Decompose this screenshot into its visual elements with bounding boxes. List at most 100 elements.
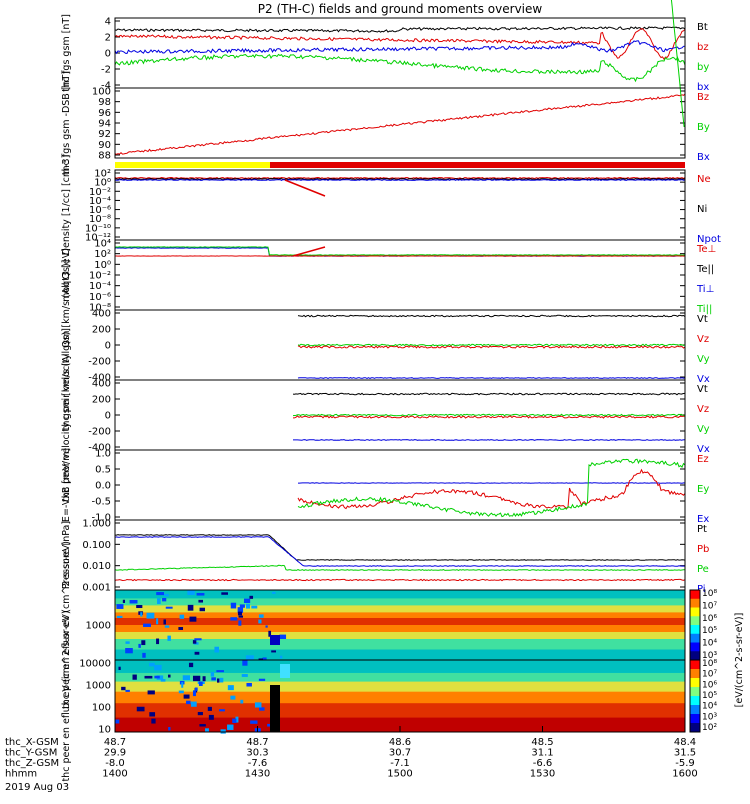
colorbar-tick: 10⁴ xyxy=(702,639,717,649)
heatmap-cell xyxy=(270,685,280,732)
xtick-label: 48.7 xyxy=(246,737,268,748)
heatmap-cell xyxy=(147,613,155,619)
heatmap-cell xyxy=(145,676,153,679)
colorbar-segment xyxy=(690,625,700,634)
legend-Te||: Te|| xyxy=(696,264,714,275)
ytick: 100 xyxy=(92,87,111,98)
series-line xyxy=(293,416,685,418)
heatmap-cell xyxy=(203,676,206,681)
heatmap-cell xyxy=(168,675,171,678)
heatmap-cell xyxy=(271,650,276,652)
heatmap-cell xyxy=(208,707,212,711)
legend-Ez: Ez xyxy=(697,454,709,465)
heatmap-cell xyxy=(136,605,142,608)
heatmap-cell xyxy=(259,614,264,617)
series-line xyxy=(298,315,685,316)
ytick: 1.000 xyxy=(82,519,111,530)
series-line xyxy=(298,346,685,348)
heatmap-cell xyxy=(265,625,267,627)
series-line xyxy=(285,180,325,196)
ylabel-efield: E=-VxB [mV/m] xyxy=(61,448,72,522)
ytick: 90 xyxy=(98,140,111,151)
heatmap-cell xyxy=(193,690,196,696)
colorbar-tick: 10⁴ xyxy=(702,702,717,712)
ytick: 1.0 xyxy=(95,449,111,460)
colorbar-tick: 10⁸ xyxy=(702,659,717,669)
xtick-label: 31.5 xyxy=(674,748,696,759)
legend-Vz: Vz xyxy=(697,404,709,415)
series-line xyxy=(298,459,685,516)
colorbar-segment xyxy=(690,608,700,617)
ytick: 10⁻⁴ xyxy=(89,281,111,292)
xaxis-row-label: thc_Z-GSM xyxy=(5,758,59,769)
xaxis-row-label: hhmm xyxy=(5,769,37,780)
heatmap-cell xyxy=(197,593,205,596)
ytick: -0.5 xyxy=(91,497,111,508)
heatmap-cell xyxy=(231,603,236,609)
heatmap-cell xyxy=(249,596,253,599)
legend-Pb: Pb xyxy=(697,544,709,555)
date-label: 2019 Aug 03 xyxy=(5,782,69,793)
heatmap-cell xyxy=(198,600,203,603)
heatmap-cell xyxy=(154,665,162,670)
series-line xyxy=(298,378,685,379)
heatmap-cell xyxy=(211,677,216,680)
status-bar xyxy=(115,162,270,168)
ytick: 0 xyxy=(105,341,111,352)
colorbar-segment xyxy=(690,634,700,643)
panel-pressure: Pressure [nPa]1.0000.1000.0100.001PtPbPe… xyxy=(61,519,709,596)
colorbar-segment xyxy=(690,696,700,706)
heatmap-cell xyxy=(209,715,214,720)
series-line xyxy=(645,0,684,127)
heatmap-cell xyxy=(220,678,224,683)
heatmap-cell xyxy=(181,682,183,688)
heatmap-cell xyxy=(130,600,138,604)
ytick: 100 xyxy=(92,703,111,714)
colorbar-segment xyxy=(690,599,700,608)
colorbar-label: [eV/(cm^2-s-sr-eV)] xyxy=(734,613,745,708)
heatmap-cell xyxy=(151,719,155,724)
xtick-label: 48.5 xyxy=(531,737,553,748)
heatmap-cell xyxy=(211,672,214,677)
heatmap-cell xyxy=(138,644,140,648)
series-line xyxy=(293,440,685,441)
legend-Ey: Ey xyxy=(697,484,709,495)
ytick: -200 xyxy=(88,357,111,368)
heatmap-cell xyxy=(219,709,225,711)
ytick: 0.001 xyxy=(82,583,111,594)
ytick: 0.5 xyxy=(95,465,111,476)
colorbar-tick: 10⁶ xyxy=(702,680,717,690)
heatmap-cell xyxy=(149,712,155,716)
xtick-label: 29.9 xyxy=(104,748,126,759)
panel-temperature: moqt3 [eV]10⁴10²10⁰10⁻²10⁻⁴10⁻⁶10⁻⁸Te⊥Te… xyxy=(61,239,716,316)
heatmap-cell xyxy=(200,608,205,612)
heatmap-cell xyxy=(189,663,193,667)
legend-Te⊥: Te⊥ xyxy=(696,244,716,255)
heatmap-cell xyxy=(164,594,169,597)
xtick-label: 30.7 xyxy=(389,748,411,759)
heatmap-cell xyxy=(183,675,190,680)
colorbar-tick: 10³ xyxy=(702,712,717,722)
heatmap-cell xyxy=(141,640,145,645)
heatmap-cell xyxy=(238,620,241,625)
xtick-label: 1500 xyxy=(387,769,412,780)
xtick-label: -5.9 xyxy=(675,758,695,769)
xtick-label: -7.6 xyxy=(248,758,268,769)
heatmap-cell xyxy=(230,696,235,700)
colorbar-tick: 10² xyxy=(702,723,717,733)
ytick: -200 xyxy=(88,427,111,438)
legend-Vt: Vt xyxy=(697,314,708,325)
panel-peir_velocity: thc peir velocity gsm [km/s (All Qs)]400… xyxy=(61,260,710,431)
heatmap-cell xyxy=(244,599,250,603)
heatmap-cell xyxy=(250,720,257,723)
series-line xyxy=(115,579,685,580)
heatmap-cell xyxy=(246,655,254,660)
heatmap-band xyxy=(115,660,685,673)
ytick: 10000 xyxy=(79,659,111,670)
heatmap-cell xyxy=(214,647,219,653)
ytick: 98 xyxy=(98,97,111,108)
legend-Pe: Pe xyxy=(697,564,709,575)
panel-frame xyxy=(115,450,685,520)
heatmap-cell xyxy=(187,590,194,595)
